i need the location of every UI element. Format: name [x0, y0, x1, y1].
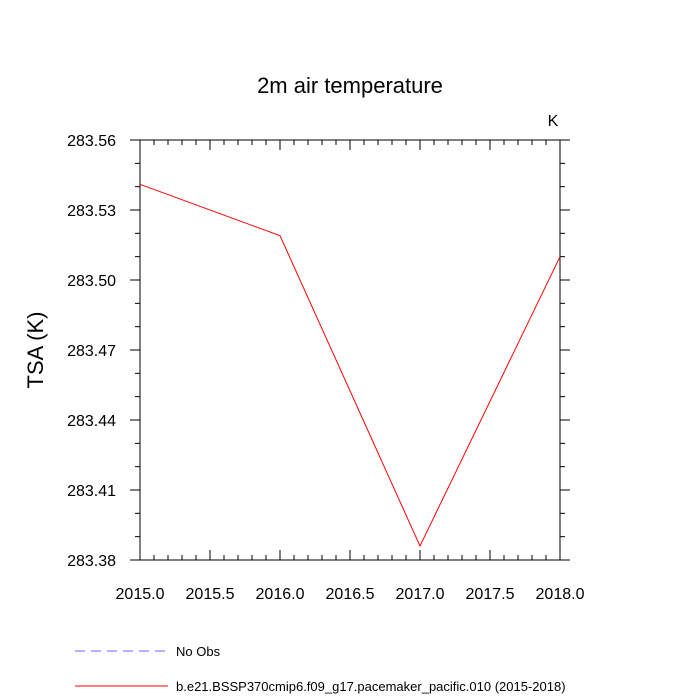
y-tick-label: 283.41 [67, 483, 116, 500]
x-tick-label: 2016.5 [326, 586, 375, 603]
y-tick-label: 283.53 [67, 203, 116, 220]
y-tick-label: 283.56 [67, 133, 116, 150]
legend-label: b.e21.BSSP370cmip6.f09_g17.pacemaker_pac… [176, 679, 566, 694]
units-label: K [548, 113, 559, 130]
y-tick-label: 283.44 [67, 413, 116, 430]
x-tick-label: 2018.0 [536, 586, 585, 603]
x-tick-label: 2017.5 [466, 586, 515, 603]
x-tick-label: 2015.5 [186, 586, 235, 603]
series-line [139, 183, 561, 548]
y-axis-tick-labels: 283.38 283.41 283.44 283.47 283.50 283.53 283.… [67, 133, 116, 570]
series-layer [139, 183, 561, 548]
y-tick-label: 283.38 [67, 553, 116, 570]
plot-frame [139, 139, 561, 561]
chart-title: 2m air temperature [257, 73, 443, 98]
x-tick-label: 2016.0 [256, 586, 305, 603]
legend-label: No Obs [176, 644, 221, 659]
y-tick-label: 283.50 [67, 273, 116, 290]
x-tick-label: 2017.0 [396, 586, 445, 603]
y-axis-ticks [130, 139, 570, 561]
x-tick-label: 2015.0 [116, 586, 165, 603]
y-tick-label: 283.47 [67, 343, 116, 360]
x-axis-tick-labels: 2015.0 2015.5 2016.0 2016.5 2017.0 2017.5 2018… [116, 586, 585, 603]
x-axis-ticks [139, 140, 561, 560]
y-axis-label: TSA (K) [23, 311, 48, 388]
legend: No Obs b.e21.BSSP370cmip6.f09_g17.pacemak… [75, 644, 566, 694]
